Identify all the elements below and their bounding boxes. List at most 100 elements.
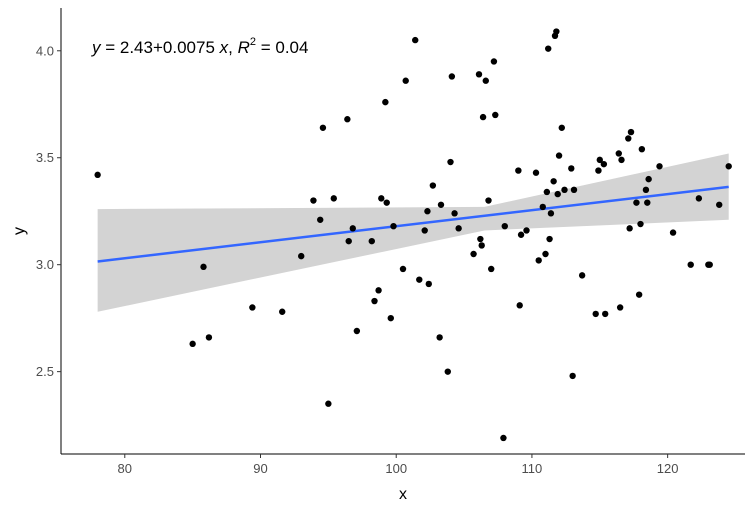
- data-point: [310, 197, 317, 204]
- data-point: [451, 210, 458, 217]
- data-point: [436, 334, 443, 341]
- data-point: [545, 45, 552, 52]
- data-point: [569, 372, 576, 380]
- data-point: [475, 71, 483, 78]
- regression-line: [97, 185, 729, 263]
- data-point: [485, 197, 492, 204]
- data-point: [488, 265, 495, 273]
- eq-sep: ,: [228, 38, 237, 57]
- x-tick-label: 90: [253, 461, 267, 476]
- x-tick-label: 80: [118, 461, 132, 476]
- data-point: [633, 199, 640, 206]
- data-point: [345, 237, 352, 245]
- data-point: [716, 201, 723, 208]
- data-point: [490, 58, 498, 65]
- data-point: [555, 152, 563, 159]
- data-point: [421, 227, 428, 234]
- data-point: [618, 156, 625, 164]
- data-point: [447, 158, 454, 166]
- data-point: [375, 287, 382, 294]
- eq-y-var: y: [91, 38, 102, 57]
- data-point: [656, 163, 663, 170]
- data-point: [444, 368, 451, 375]
- data-point: [602, 310, 609, 318]
- data-point: [382, 98, 389, 106]
- eq-r-exp: 2: [250, 36, 256, 48]
- data-point: [387, 314, 394, 322]
- data-point: [627, 128, 635, 136]
- data-point: [383, 199, 390, 206]
- data-point: [249, 304, 256, 311]
- data-point: [516, 302, 523, 309]
- data-point: [330, 195, 337, 202]
- data-point: [478, 242, 485, 249]
- data-point: [596, 156, 603, 164]
- data-point: [626, 225, 633, 232]
- data-point: [94, 171, 101, 179]
- fit-line-layer: [97, 185, 729, 263]
- data-point: [205, 334, 213, 341]
- y-tick-label: 4.0: [36, 43, 54, 58]
- data-point: [189, 340, 196, 348]
- eq-intercept: = 2.43: [101, 38, 153, 57]
- data-point: [353, 327, 361, 335]
- data-point: [539, 203, 546, 211]
- data-point: [477, 235, 484, 243]
- data-point: [625, 135, 632, 142]
- y-tick-label: 3.0: [36, 257, 54, 272]
- data-point: [349, 225, 356, 232]
- data-point: [642, 186, 650, 194]
- x-ticks: 80 90 100 110 120: [118, 454, 678, 476]
- data-point: [482, 77, 489, 84]
- data-point: [371, 297, 378, 305]
- data-point: [644, 199, 651, 206]
- eq-coef: 0.0075: [163, 38, 220, 57]
- data-point: [570, 186, 578, 194]
- data-point: [500, 434, 507, 442]
- data-point: [554, 190, 561, 198]
- data-point: [344, 116, 351, 123]
- data-point: [279, 308, 286, 315]
- data-point: [437, 201, 445, 208]
- data-point: [546, 235, 553, 243]
- data-point: [635, 291, 643, 298]
- data-point: [669, 229, 677, 236]
- eq-r-value: = 0.04: [256, 38, 308, 57]
- x-axis-title: x: [399, 486, 407, 503]
- data-point: [455, 225, 462, 232]
- eq-r-var: R: [238, 38, 250, 57]
- confidence-band-layer: [97, 153, 729, 312]
- data-point: [399, 265, 407, 273]
- regression-equation: y = 2.43+0.0075 x, R2 = 0.04: [91, 36, 308, 57]
- y-axis-title: y: [11, 227, 28, 235]
- data-point: [368, 237, 375, 245]
- data-point: [543, 188, 551, 196]
- data-point: [378, 195, 385, 202]
- y-tick-label: 2.5: [36, 364, 54, 379]
- data-point: [448, 73, 456, 80]
- data-point: [515, 167, 522, 174]
- y-ticks: 2.5 3.0 3.5 4.0: [36, 43, 61, 379]
- data-point: [600, 160, 608, 168]
- data-point: [561, 186, 568, 194]
- data-point: [298, 252, 305, 260]
- data-point: [550, 178, 557, 185]
- eq-x-var: x: [219, 38, 229, 57]
- data-point: [615, 150, 622, 157]
- data-point: [425, 280, 432, 288]
- data-point: [547, 210, 555, 217]
- data-point: [553, 28, 560, 35]
- data-point: [429, 182, 437, 189]
- data-point: [479, 113, 487, 121]
- data-point: [416, 276, 423, 283]
- data-point: [523, 227, 530, 234]
- data-point: [319, 124, 327, 131]
- data-point: [424, 208, 431, 215]
- data-point: [470, 250, 477, 258]
- data-point: [645, 175, 652, 183]
- data-point: [568, 165, 575, 172]
- data-point: [706, 261, 713, 268]
- data-point: [200, 263, 207, 271]
- data-point: [542, 250, 549, 258]
- eq-plus: +: [153, 38, 163, 57]
